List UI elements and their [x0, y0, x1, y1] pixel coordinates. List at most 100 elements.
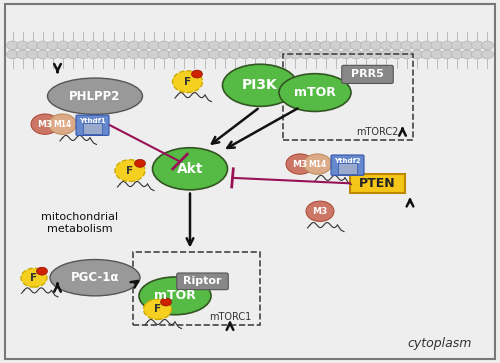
- Circle shape: [482, 41, 494, 50]
- Circle shape: [431, 50, 443, 59]
- FancyBboxPatch shape: [342, 65, 393, 83]
- Circle shape: [188, 50, 200, 59]
- Circle shape: [461, 50, 473, 59]
- Circle shape: [37, 41, 49, 50]
- Circle shape: [108, 50, 120, 59]
- Circle shape: [218, 41, 230, 50]
- Circle shape: [37, 50, 49, 59]
- Text: Akt: Akt: [177, 162, 203, 176]
- Text: F: F: [154, 304, 161, 314]
- Circle shape: [239, 50, 251, 59]
- Ellipse shape: [279, 74, 351, 111]
- Circle shape: [16, 50, 28, 59]
- Circle shape: [304, 154, 332, 174]
- Text: M3: M3: [312, 207, 328, 216]
- Bar: [132, 252, 260, 325]
- Circle shape: [286, 154, 314, 174]
- Circle shape: [134, 159, 145, 167]
- Circle shape: [270, 41, 281, 50]
- Circle shape: [472, 41, 484, 50]
- Circle shape: [320, 50, 332, 59]
- Circle shape: [270, 50, 281, 59]
- Circle shape: [410, 50, 422, 59]
- Ellipse shape: [222, 64, 298, 106]
- Circle shape: [148, 50, 160, 59]
- Circle shape: [300, 41, 312, 50]
- Text: M3: M3: [292, 160, 308, 168]
- Circle shape: [16, 41, 28, 50]
- Circle shape: [249, 50, 261, 59]
- Text: Ythdf2: Ythdf2: [334, 158, 361, 164]
- Ellipse shape: [48, 78, 142, 114]
- Circle shape: [47, 50, 59, 59]
- Circle shape: [158, 50, 170, 59]
- FancyBboxPatch shape: [83, 123, 102, 134]
- Circle shape: [451, 41, 463, 50]
- Circle shape: [158, 41, 170, 50]
- Circle shape: [482, 50, 494, 59]
- Circle shape: [290, 50, 302, 59]
- Text: mTOR: mTOR: [154, 289, 196, 302]
- Text: PHLPP2: PHLPP2: [70, 90, 120, 103]
- Circle shape: [67, 50, 79, 59]
- Circle shape: [229, 50, 241, 59]
- Text: Riptor: Riptor: [183, 276, 222, 286]
- Circle shape: [168, 50, 180, 59]
- FancyBboxPatch shape: [76, 115, 109, 135]
- Text: mTORC2: mTORC2: [356, 127, 399, 137]
- Circle shape: [350, 41, 362, 50]
- Circle shape: [118, 41, 130, 50]
- Circle shape: [410, 41, 422, 50]
- Circle shape: [198, 41, 210, 50]
- Text: PI3K: PI3K: [242, 78, 278, 92]
- Circle shape: [461, 41, 473, 50]
- Circle shape: [390, 50, 402, 59]
- Text: PRR5: PRR5: [351, 69, 384, 79]
- Circle shape: [115, 160, 145, 182]
- Circle shape: [128, 41, 140, 50]
- Circle shape: [48, 114, 76, 134]
- Circle shape: [390, 41, 402, 50]
- Circle shape: [192, 70, 202, 78]
- Circle shape: [118, 50, 130, 59]
- Circle shape: [128, 50, 140, 59]
- Text: mitochondrial
metabolism: mitochondrial metabolism: [42, 212, 118, 234]
- Circle shape: [290, 41, 302, 50]
- Circle shape: [208, 41, 220, 50]
- Circle shape: [310, 41, 322, 50]
- Circle shape: [370, 41, 382, 50]
- Circle shape: [78, 50, 90, 59]
- Circle shape: [144, 299, 172, 319]
- Circle shape: [259, 50, 271, 59]
- Circle shape: [98, 41, 110, 50]
- Circle shape: [138, 50, 150, 59]
- Circle shape: [441, 50, 453, 59]
- Circle shape: [168, 41, 180, 50]
- Circle shape: [27, 50, 39, 59]
- Ellipse shape: [139, 277, 211, 315]
- Circle shape: [57, 41, 69, 50]
- Circle shape: [249, 41, 261, 50]
- Circle shape: [198, 50, 210, 59]
- Circle shape: [88, 41, 100, 50]
- Circle shape: [360, 50, 372, 59]
- Ellipse shape: [50, 260, 140, 296]
- Circle shape: [310, 50, 322, 59]
- Circle shape: [31, 114, 59, 134]
- Circle shape: [259, 41, 271, 50]
- Circle shape: [57, 50, 69, 59]
- Text: PTEN: PTEN: [359, 177, 396, 190]
- Circle shape: [340, 41, 352, 50]
- Circle shape: [400, 41, 412, 50]
- Circle shape: [229, 41, 241, 50]
- Circle shape: [306, 201, 334, 221]
- FancyBboxPatch shape: [177, 273, 228, 290]
- Circle shape: [47, 41, 59, 50]
- Circle shape: [380, 41, 392, 50]
- Circle shape: [370, 50, 382, 59]
- Text: mTORC1: mTORC1: [209, 312, 251, 322]
- Circle shape: [360, 41, 372, 50]
- Circle shape: [280, 41, 291, 50]
- Circle shape: [300, 50, 312, 59]
- Circle shape: [178, 50, 190, 59]
